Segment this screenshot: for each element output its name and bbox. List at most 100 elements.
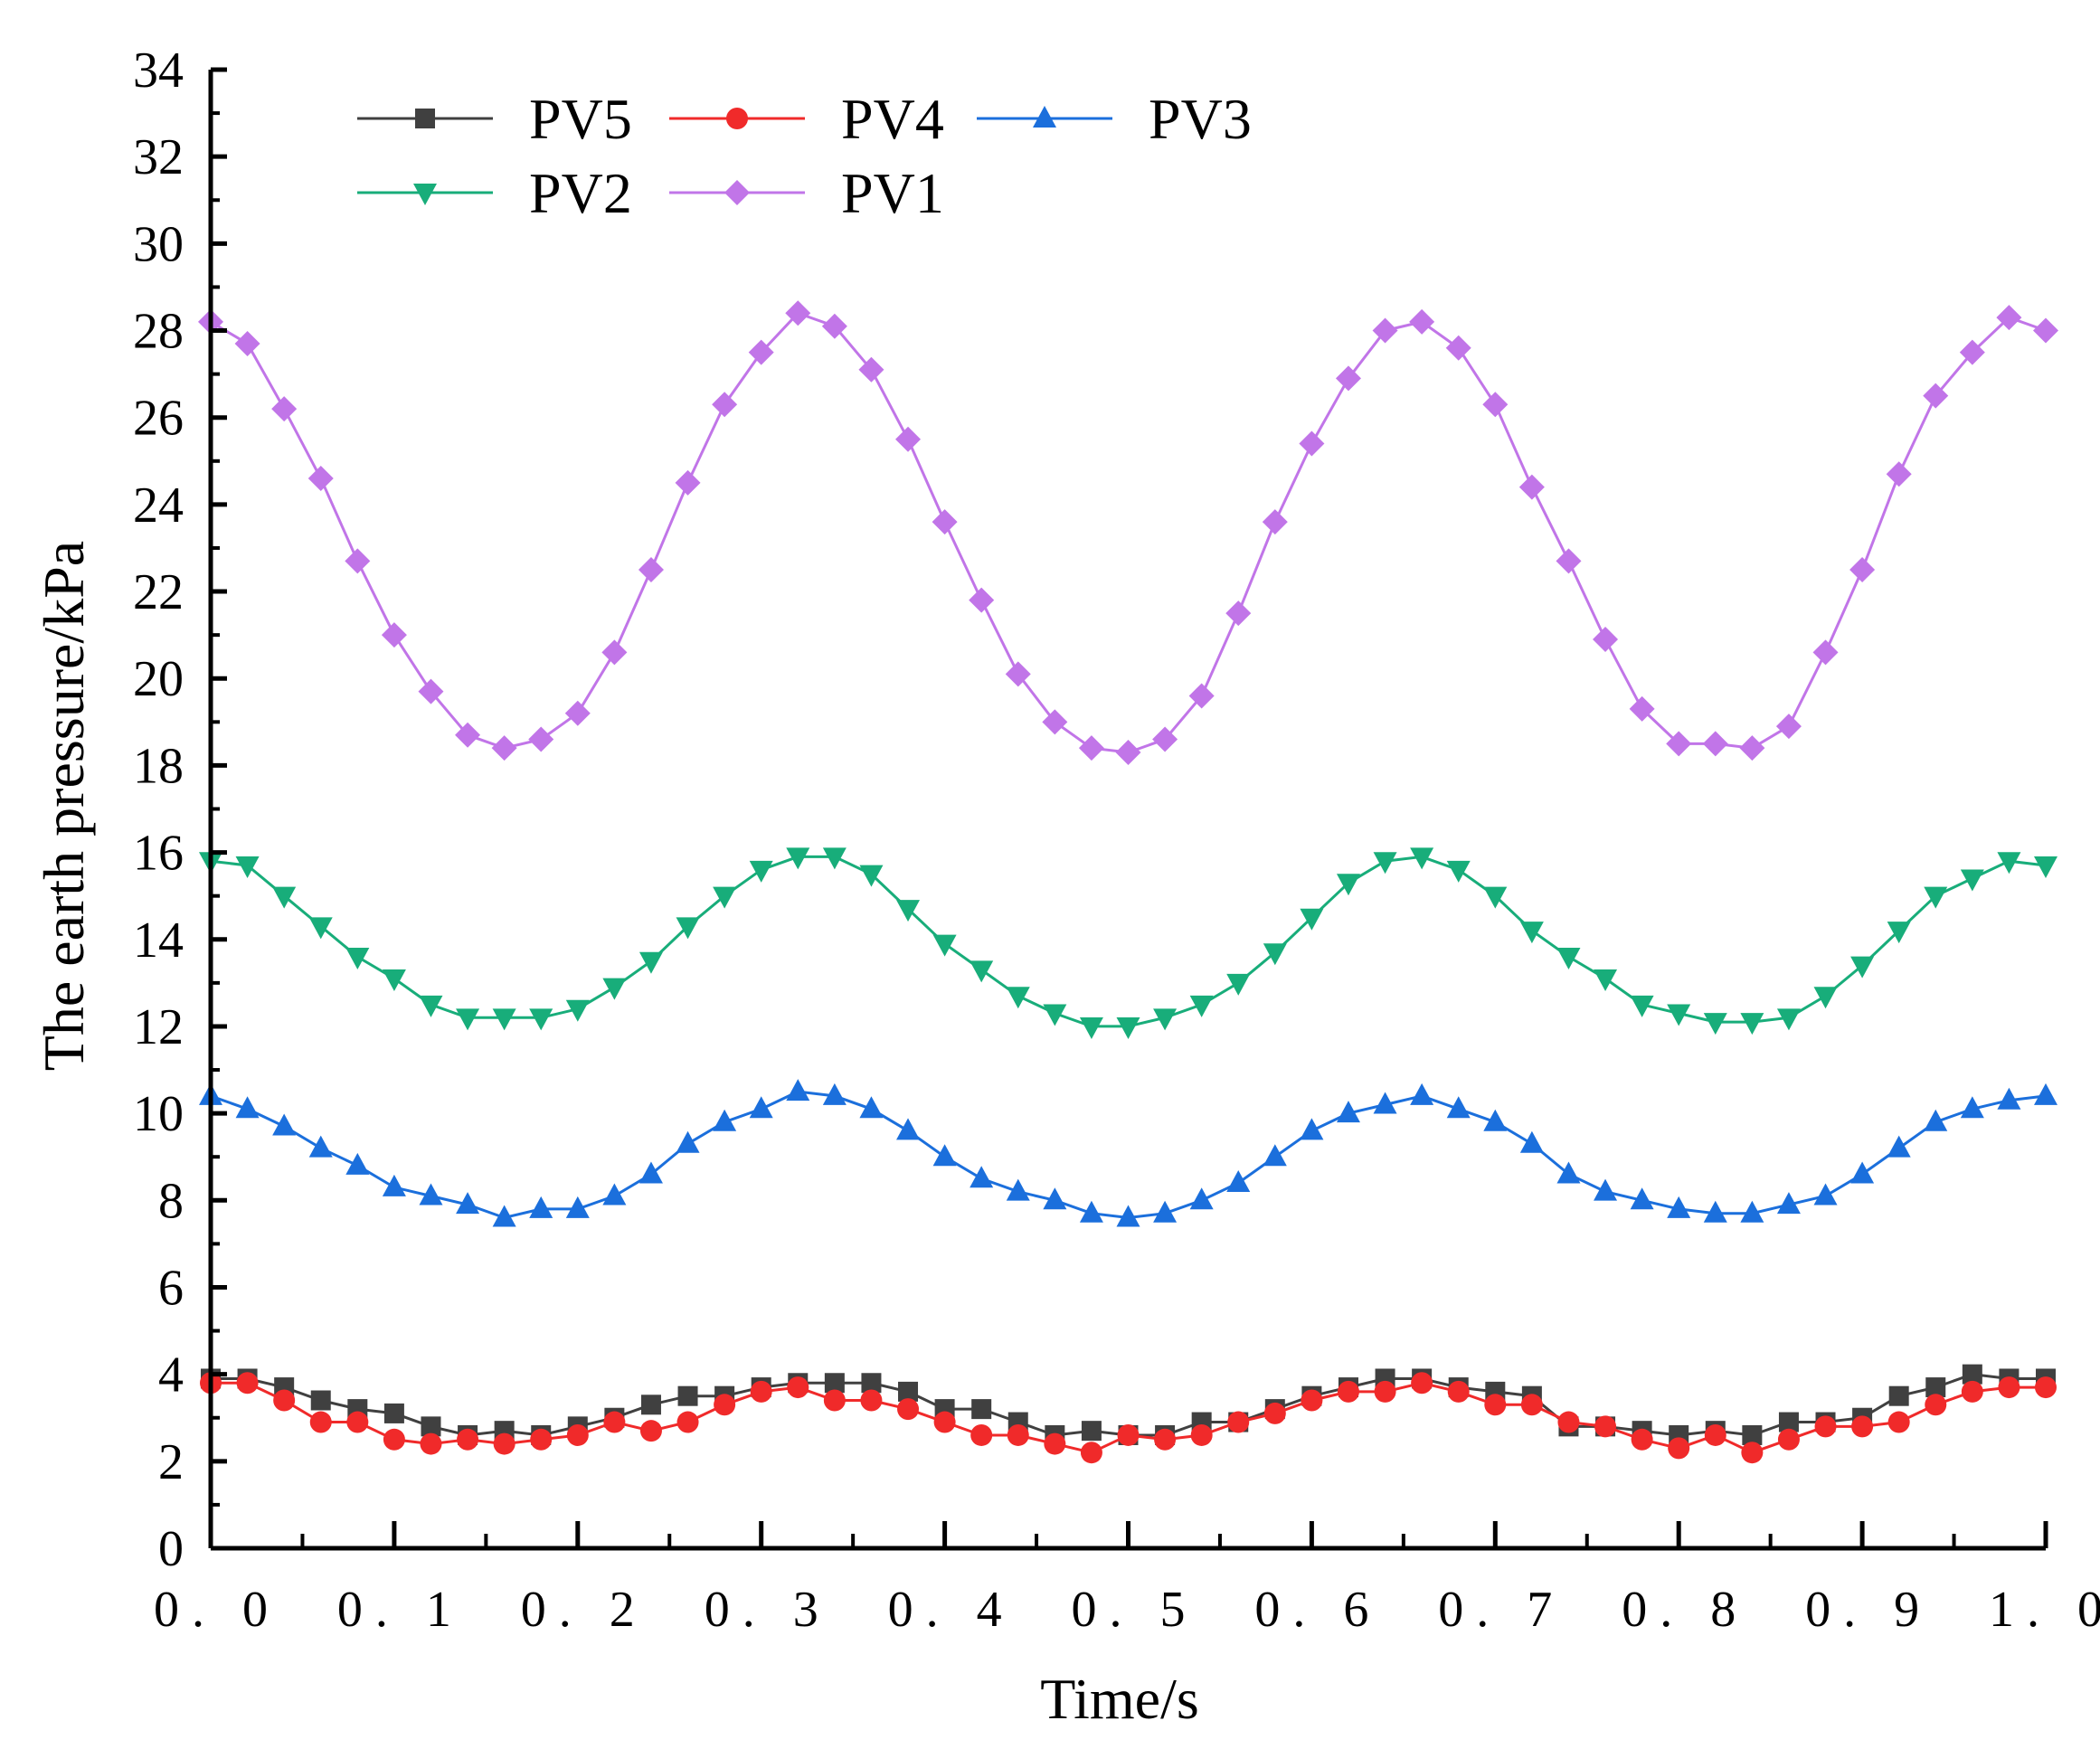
data-point-pv2 [1006, 987, 1030, 1009]
y-tick-label: 4 [158, 1347, 184, 1404]
data-point-pv4 [273, 1389, 296, 1412]
data-point-pv5 [1081, 1421, 1102, 1442]
data-point-pv1 [675, 469, 701, 496]
legend-marker-pv5 [415, 109, 435, 128]
data-point-pv3 [345, 1152, 370, 1175]
data-point-pv1 [895, 426, 922, 452]
data-point-pv4 [457, 1428, 479, 1451]
data-point-pv1 [1299, 430, 1325, 457]
data-point-pv3 [1556, 1161, 1581, 1184]
data-point-pv3 [932, 1144, 957, 1167]
data-point-pv4 [1154, 1428, 1177, 1451]
data-point-pv1 [345, 548, 371, 574]
y-tick-label: 32 [133, 129, 184, 185]
data-point-pv2 [822, 847, 847, 870]
y-tick-label: 18 [133, 738, 184, 794]
data-point-pv1 [969, 587, 995, 613]
data-point-pv2 [1887, 922, 1911, 944]
data-point-pv4 [1484, 1394, 1507, 1416]
data-point-pv4 [1447, 1380, 1470, 1403]
data-point-pv1 [1886, 461, 1912, 487]
data-point-pv2 [1483, 886, 1508, 909]
data-point-pv3 [1630, 1187, 1654, 1210]
x-tick-label: 1. 0 [1989, 1582, 2100, 1638]
data-point-pv4 [1887, 1411, 1910, 1433]
data-point-pv1 [1518, 474, 1545, 500]
data-point-pv1 [1078, 735, 1104, 761]
data-point-pv3 [1300, 1118, 1324, 1140]
y-tick-label: 10 [133, 1086, 184, 1142]
data-point-pv3 [1226, 1170, 1251, 1193]
data-point-pv4 [1080, 1442, 1102, 1464]
y-tick-label: 26 [133, 391, 184, 447]
data-point-pv1 [1115, 739, 1141, 765]
data-point-pv3 [382, 1174, 406, 1196]
data-point-pv2 [1226, 973, 1251, 996]
data-point-pv5 [640, 1394, 661, 1415]
data-point-pv1 [1996, 305, 2022, 331]
data-point-pv5 [1925, 1377, 1946, 1398]
data-point-pv3 [1703, 1200, 1727, 1223]
data-point-pv3 [639, 1161, 663, 1184]
data-point-pv4 [823, 1389, 846, 1412]
data-point-pv4 [1961, 1380, 1983, 1403]
data-point-pv2 [1373, 852, 1397, 874]
data-point-pv4 [309, 1411, 332, 1433]
data-point-pv1 [381, 622, 407, 648]
data-point-pv1 [418, 678, 444, 704]
data-point-pv1 [1775, 714, 1802, 740]
x-tick-label: 0. 4 [888, 1582, 1015, 1638]
x-tick-label: 0. 0 [154, 1582, 280, 1638]
data-point-pv4 [1557, 1411, 1580, 1433]
data-point-pv4 [383, 1428, 405, 1451]
data-point-pv2 [749, 860, 773, 883]
data-point-pv3 [1116, 1205, 1140, 1227]
data-point-pv3 [822, 1082, 847, 1105]
y-tick-label: 16 [133, 826, 184, 882]
data-point-pv1 [1445, 335, 1471, 361]
data-point-pv2 [1410, 847, 1434, 870]
series-pv3 [199, 1079, 2057, 1227]
data-point-pv3 [419, 1183, 443, 1205]
data-point-pv2 [345, 948, 370, 969]
legend-label-pv3: PV3 [1149, 87, 1252, 151]
series-line-pv1 [210, 311, 2047, 754]
data-point-pv4 [603, 1411, 626, 1433]
x-axis-title: Time/s [1040, 1667, 1199, 1731]
data-point-pv3 [1776, 1192, 1801, 1215]
data-point-pv3 [602, 1183, 627, 1205]
data-point-pv4 [933, 1411, 956, 1433]
data-point-pv4 [1814, 1415, 1837, 1438]
data-point-pv2 [1189, 995, 1214, 1017]
y-tick-label: 30 [133, 216, 184, 272]
legend-label-pv2: PV2 [529, 161, 632, 225]
data-point-pv1 [2033, 317, 2058, 344]
data-point-pv3 [1850, 1161, 1875, 1184]
x-tick-label: 0. 7 [1438, 1582, 1565, 1638]
data-point-pv3 [456, 1192, 480, 1215]
y-tick-label: 14 [133, 912, 184, 969]
data-point-pv1 [1849, 557, 1876, 583]
data-point-pv4 [1190, 1423, 1213, 1446]
series-pv1 [198, 300, 2058, 765]
y-tick-label: 24 [133, 477, 184, 534]
legend-marker-pv4 [726, 108, 748, 129]
legend-item-pv5: PV5 [357, 87, 632, 151]
data-point-pv1 [748, 339, 774, 365]
data-point-pv1 [307, 466, 334, 492]
data-point-pv2 [308, 917, 333, 940]
data-point-pv3 [1997, 1087, 2021, 1110]
data-point-pv3 [1043, 1187, 1067, 1210]
data-point-pv1 [1262, 509, 1288, 535]
series-pv2 [199, 847, 2057, 1039]
data-point-pv4 [897, 1398, 920, 1421]
data-point-pv5 [421, 1416, 441, 1437]
data-point-pv3 [749, 1096, 773, 1119]
data-point-pv1 [564, 700, 591, 726]
data-point-pv2 [639, 951, 663, 974]
data-point-pv3 [786, 1079, 810, 1101]
data-point-pv1 [638, 557, 664, 583]
data-point-pv3 [272, 1113, 297, 1136]
data-point-pv1 [455, 722, 481, 748]
data-point-pv1 [712, 392, 738, 418]
